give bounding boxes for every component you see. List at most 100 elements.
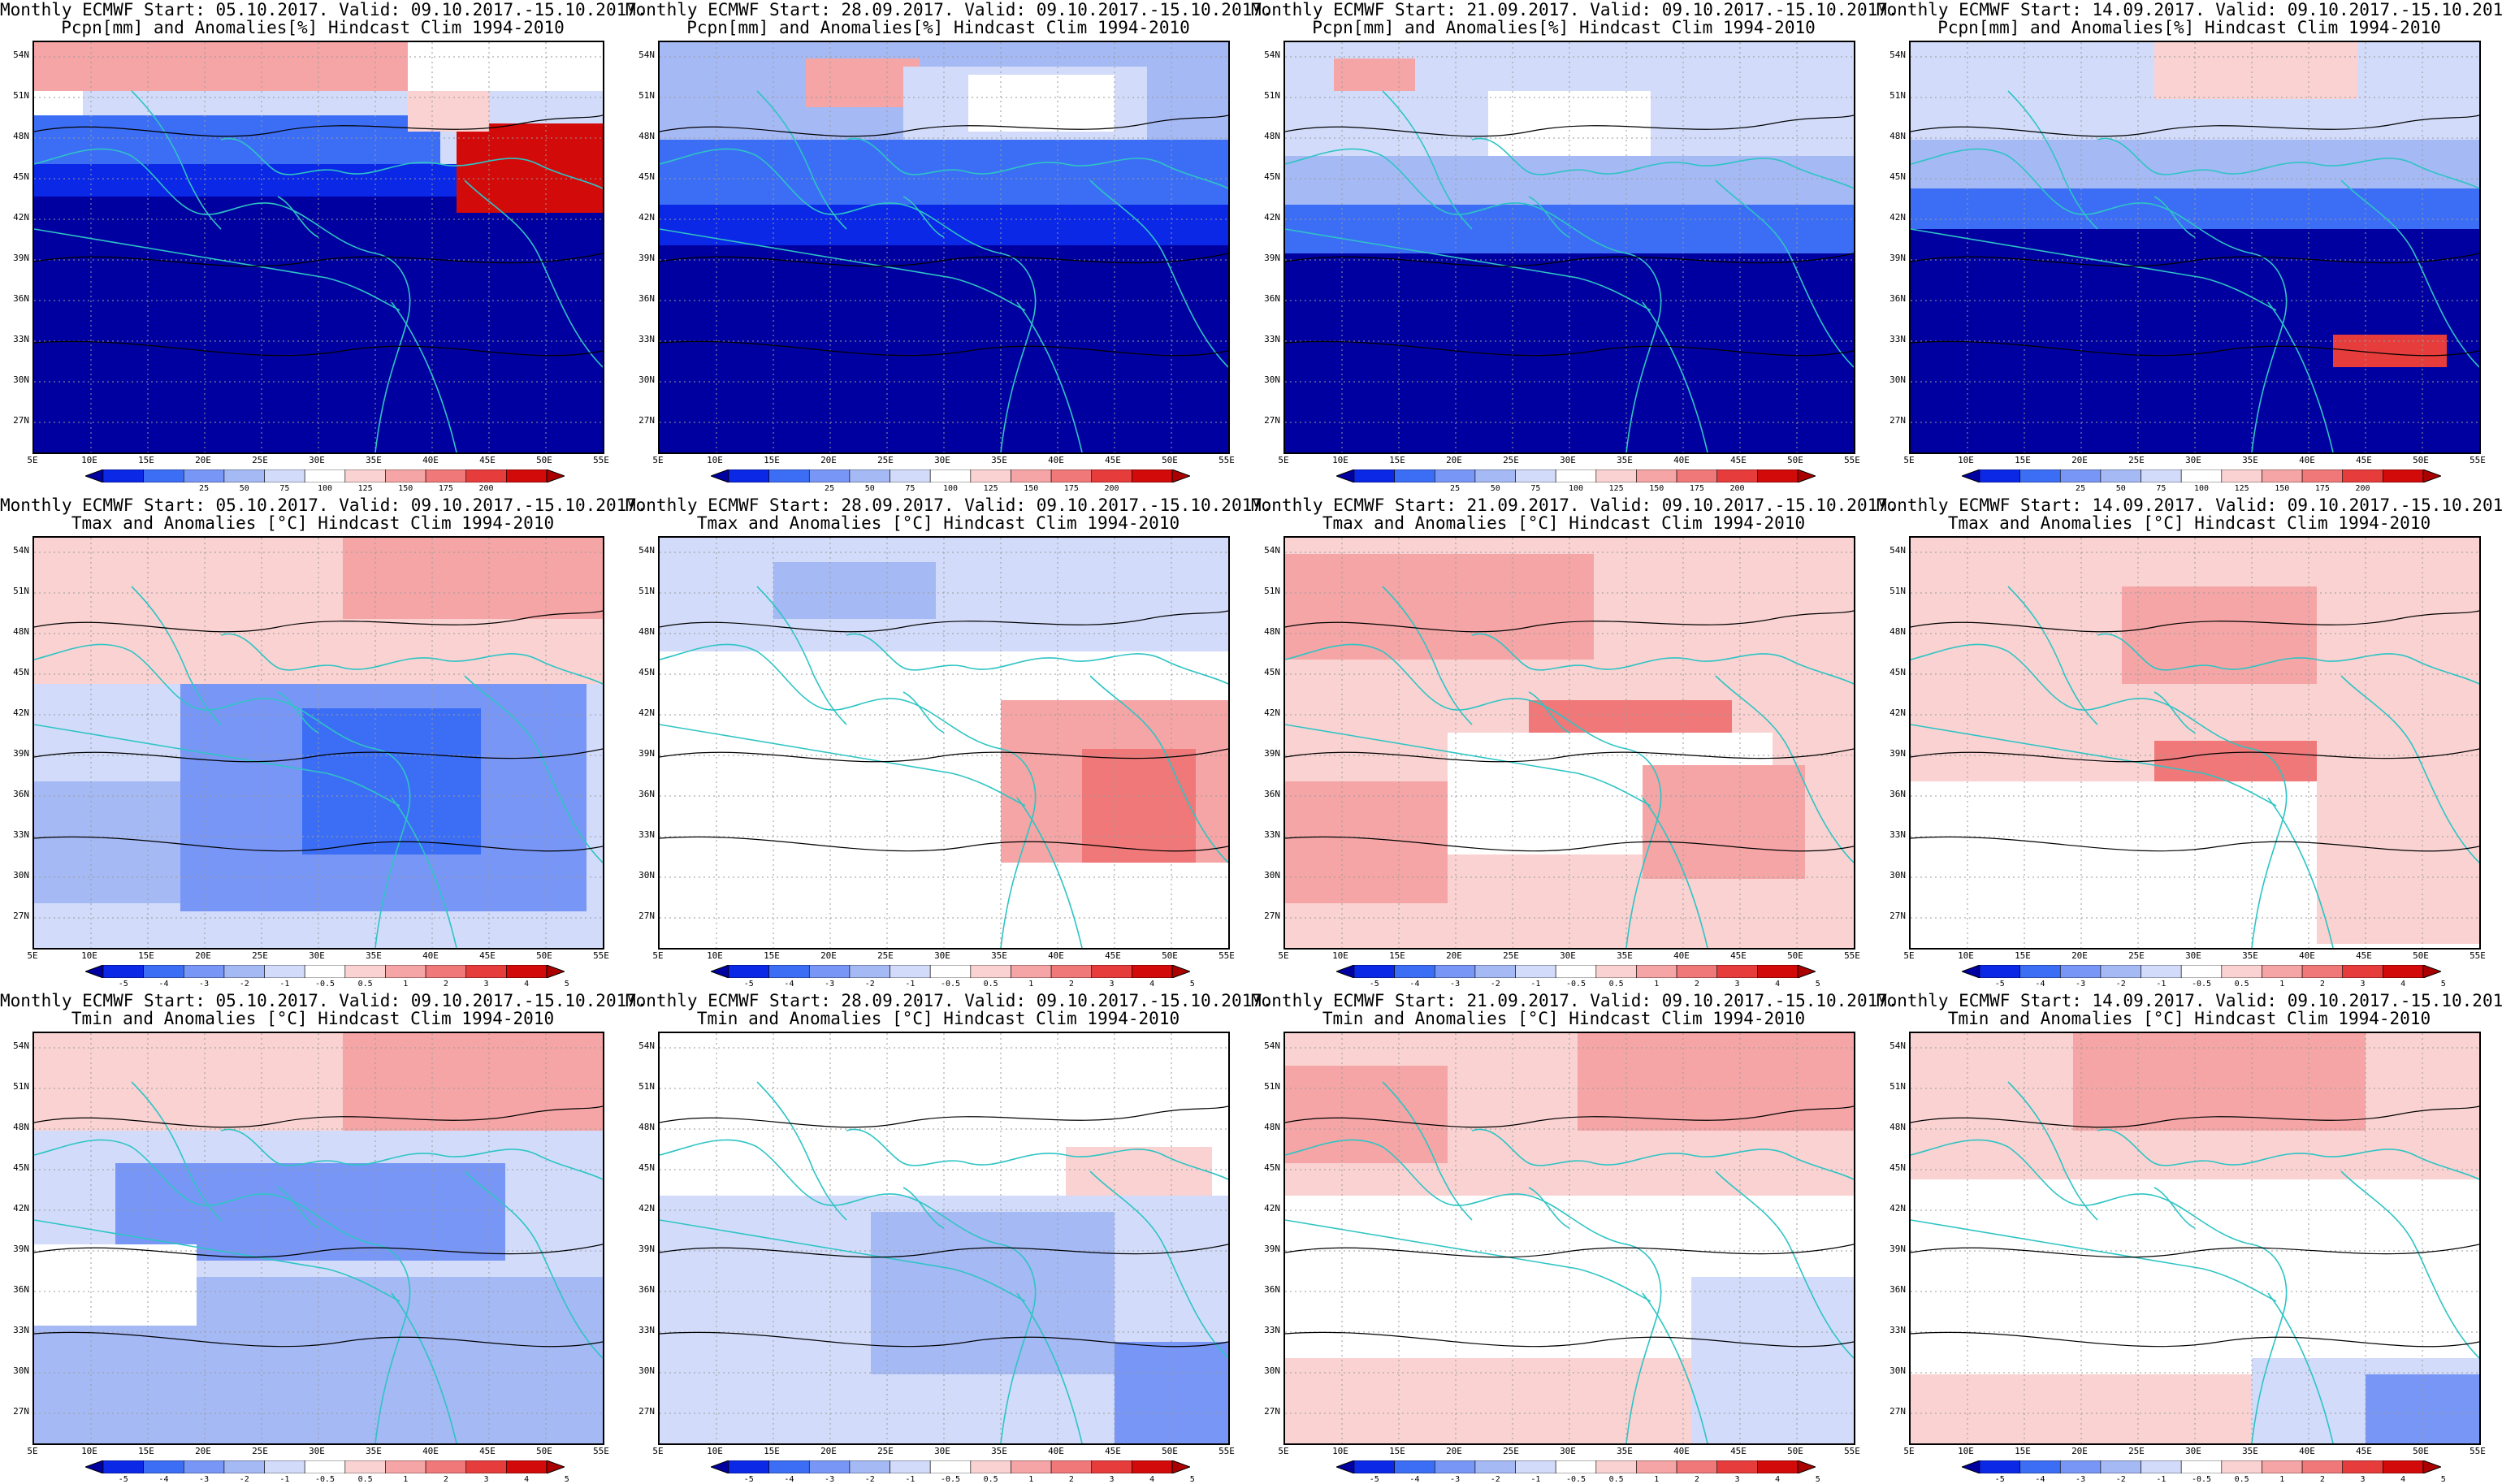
longitude-label: 35E — [991, 950, 1007, 961]
latitude-label: 30N — [13, 1365, 29, 1376]
anomaly-field — [1115, 1342, 1228, 1443]
longitude-label: 45E — [1730, 1446, 1747, 1456]
colorbar-tick-label: -3 — [2076, 980, 2086, 989]
latitude-label: 54N — [638, 50, 655, 60]
colorbar-swatch — [2180, 469, 2223, 482]
colorbar-tick-label: 100 — [317, 484, 333, 493]
anomaly-map — [34, 42, 603, 452]
colorbar-tick-label: -1 — [2156, 1475, 2167, 1484]
coastline — [756, 90, 847, 230]
colorbar-swatch — [1676, 965, 1718, 978]
coastline — [1642, 301, 1708, 452]
longitude-label: 25E — [1503, 455, 1519, 465]
longitude-label: 40E — [422, 950, 439, 961]
anomaly-field — [1285, 554, 1594, 660]
panel-title: Monthly ECMWF Start: 14.09.2017. Valid: … — [1876, 0, 2502, 19]
colorbar-swatch — [2342, 965, 2383, 978]
latitude-label: 30N — [13, 870, 29, 880]
colorbar-swatch — [1434, 1460, 1476, 1473]
longitude-label: 50E — [1787, 950, 1803, 961]
coastline — [1089, 180, 1228, 368]
colorbar-tick-label: 50 — [2115, 484, 2126, 493]
climatology-contour — [1911, 340, 2479, 357]
anomaly-field — [1334, 58, 1415, 91]
map-panel: Monthly ECMWF Start: 28.09.2017. Valid: … — [626, 0, 1273, 493]
longitude-label: 30E — [1560, 950, 1576, 961]
colorbar-tick-label: -2 — [239, 1475, 249, 1484]
longitude-label: 20E — [195, 455, 211, 465]
coastline — [903, 691, 945, 733]
colorbar-tick-label: -4 — [1409, 980, 1420, 989]
colorbar-tick-label: 4 — [1775, 1475, 1781, 1484]
longitude-label: 40E — [1673, 455, 1690, 465]
latitude-label: 39N — [1264, 748, 1280, 759]
coastline — [1642, 1292, 1708, 1443]
latitude-label: 30N — [1889, 870, 1906, 880]
latitude-label: 27N — [1889, 1406, 1906, 1417]
anomaly-field — [2073, 1033, 2366, 1131]
anomaly-map — [1911, 42, 2479, 452]
colorbar-swatch — [1716, 965, 1758, 978]
longitude-label: 20E — [1446, 950, 1462, 961]
coastline — [2097, 1128, 2479, 1180]
longitude-label: 35E — [1617, 455, 1633, 465]
latitude-label: 39N — [13, 1244, 29, 1254]
climatology-contour — [660, 610, 1228, 633]
colorbar-swatch — [1515, 965, 1556, 978]
coastline — [1016, 301, 1083, 452]
latitude-label: 36N — [13, 293, 29, 304]
coastline — [1911, 724, 2277, 807]
colorbar-tick-label: -3 — [825, 980, 835, 989]
coastline — [464, 675, 603, 863]
colorbar-tick-label: -2 — [2115, 1475, 2126, 1484]
longitude-label: 30E — [2185, 950, 2201, 961]
anomaly-map — [660, 42, 1228, 452]
map-panel: Monthly ECMWF Start: 05.10.2017. Valid: … — [0, 495, 647, 989]
anomaly-field — [1066, 1147, 1212, 1196]
coastline — [1715, 675, 1854, 863]
colorbar-tick-label: 2 — [2319, 980, 2325, 989]
colorbar-swatch — [2383, 965, 2424, 978]
colorbar-swatch — [1962, 965, 1980, 978]
longitude-label: 5E — [27, 455, 38, 465]
colorbar-swatch — [1434, 965, 1476, 978]
colorbar-tick-label: -3 — [199, 980, 210, 989]
climatology-contour — [1911, 748, 2479, 763]
colorbar-swatch — [1979, 965, 2020, 978]
colorbar-swatch — [2262, 469, 2303, 482]
longitude-label: 55E — [1219, 455, 1235, 465]
climatology-contour — [660, 836, 1228, 852]
longitude-label: 35E — [366, 455, 382, 465]
anomaly-field — [34, 42, 408, 91]
longitude-label: 25E — [877, 455, 894, 465]
longitude-label: 15E — [1389, 455, 1405, 465]
longitude-label: 50E — [536, 455, 552, 465]
colorbar-swatch — [2301, 1460, 2344, 1473]
colorbar-swatch — [1132, 1460, 1173, 1473]
longitude-label: 30E — [309, 1446, 325, 1456]
latitude-label: 33N — [1889, 829, 1906, 840]
latitude-label: 54N — [13, 1041, 29, 1051]
latitude-label: 51N — [638, 1081, 655, 1092]
colorbar-swatch — [1011, 469, 1052, 482]
colorbar-tick-label: 125 — [983, 484, 998, 493]
longitude-label: 45E — [1105, 455, 1121, 465]
colorbar-swatch — [223, 469, 265, 482]
colorbar-tick-label: -5 — [1369, 980, 1379, 989]
colorbar-swatch — [1962, 1460, 1980, 1473]
longitude-label: 15E — [2015, 950, 2031, 961]
coastline — [2007, 1081, 2098, 1221]
colorbar-swatch — [1474, 469, 1516, 482]
longitude-label: 40E — [2299, 455, 2315, 465]
colorbar-tick-label: 3 — [1734, 1475, 1740, 1484]
latitude-label: 36N — [1889, 789, 1906, 799]
latitude-label: 48N — [638, 1122, 655, 1132]
panel-title: Monthly ECMWF Start: 21.09.2017. Valid: … — [1251, 991, 1898, 1010]
coastline — [1911, 148, 2288, 452]
anomaly-field — [34, 197, 603, 452]
colorbar-swatch — [890, 965, 931, 978]
colorbar-tick-label: 175 — [2314, 484, 2330, 493]
latitude-label: 42N — [638, 1203, 655, 1214]
latitude-label: 51N — [13, 1081, 29, 1092]
coastline — [1016, 1292, 1083, 1443]
